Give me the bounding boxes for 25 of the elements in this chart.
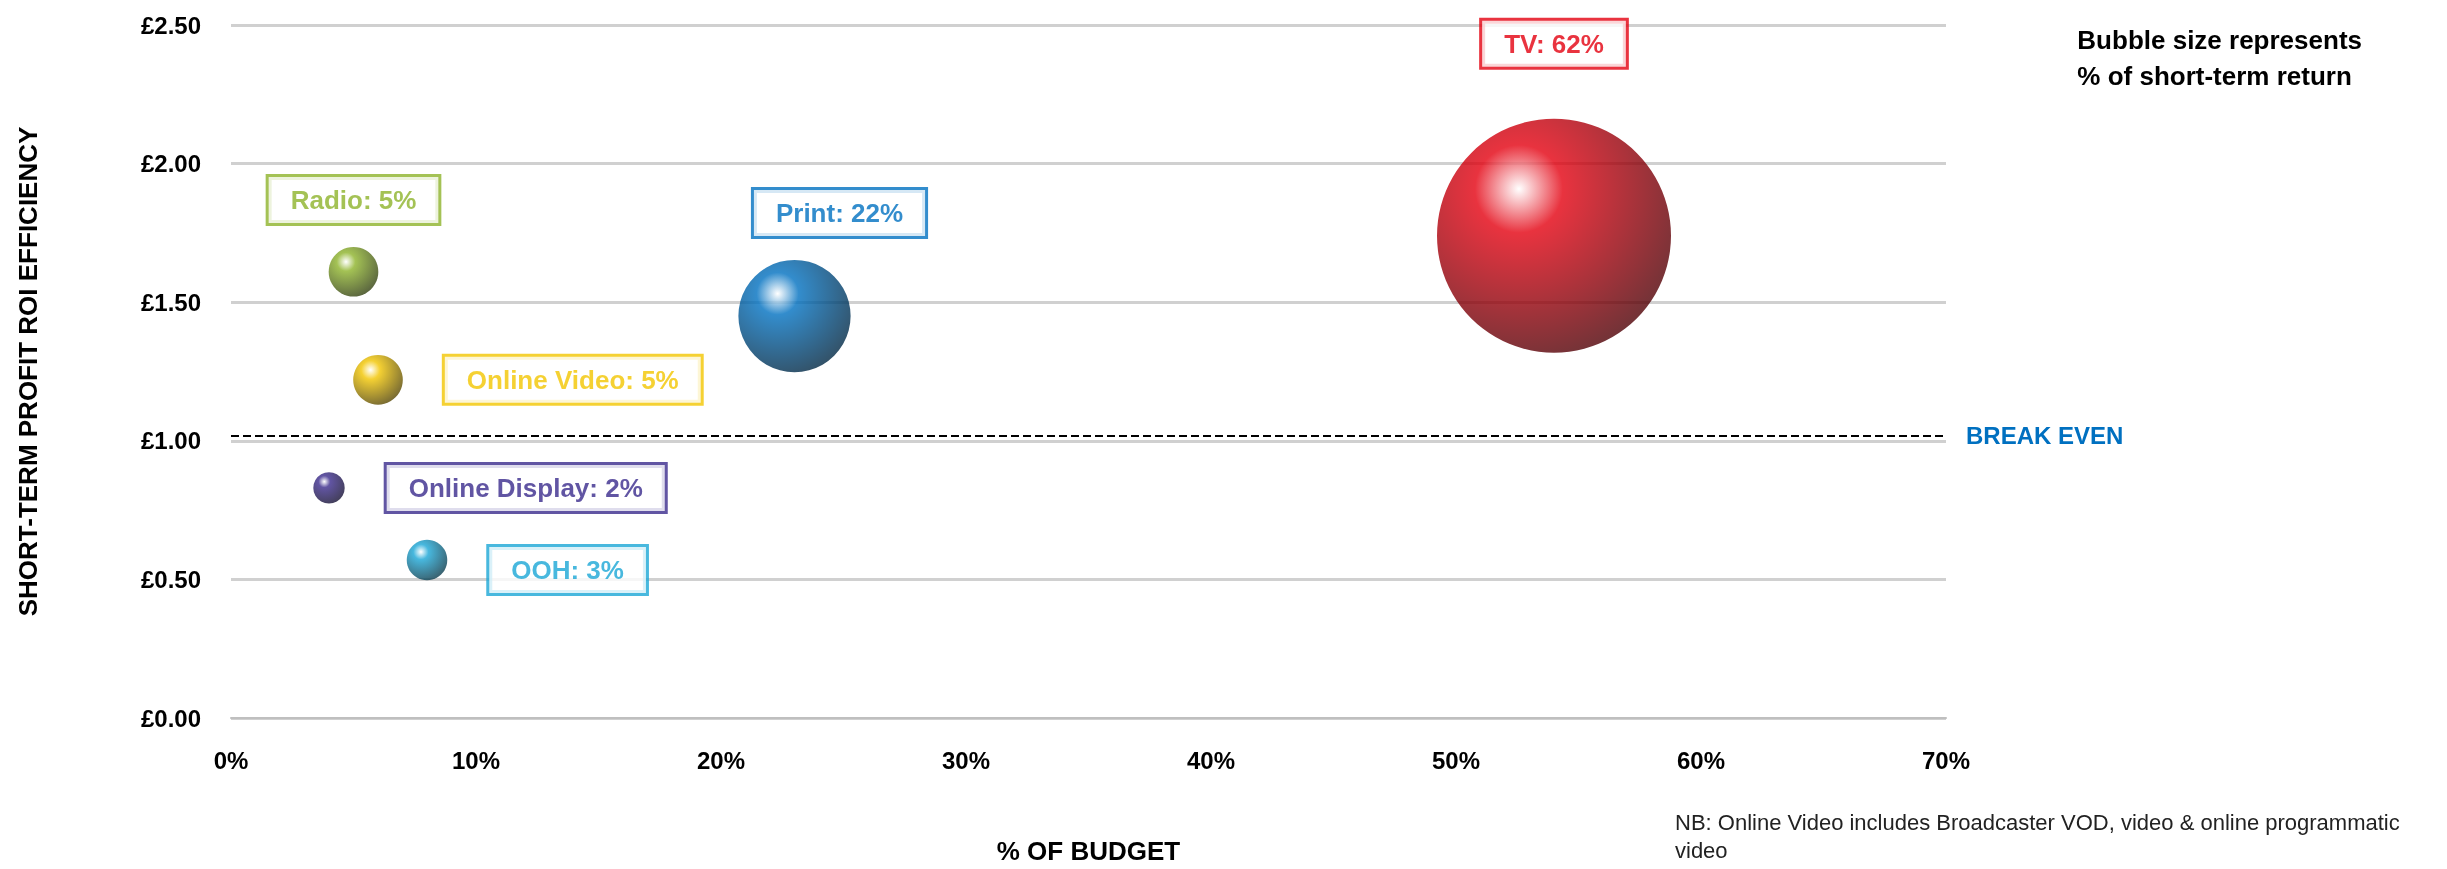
x-tick-label: 40% [1186, 746, 1236, 774]
text: Online Video: 5% [466, 364, 679, 395]
ref-line-label: BREAK EVEN [1966, 421, 2124, 449]
y-tick-label: £2.00 [140, 150, 201, 178]
y-tick-label: £1.50 [140, 288, 201, 316]
text: Bubble size represents % of short-term return [2077, 25, 2362, 91]
x-tick-label: 60% [1676, 746, 1726, 774]
y-tick-label: £1.00 [140, 427, 201, 455]
text: Online Display: 2% [408, 472, 643, 503]
x-tick-label: 50% [1431, 746, 1481, 774]
y-tick-label: £0.00 [140, 704, 201, 732]
text: TV: 62% [1504, 28, 1604, 59]
x-tick-label: 30% [941, 746, 991, 774]
series-label: Radio: 5% [290, 184, 417, 215]
x-tick-label: 10% [451, 746, 501, 774]
x-tick-label: 20% [696, 746, 746, 774]
y-axis-title: SHORT-TERM PROFIT ROI EFFICIENCY [13, 126, 43, 617]
x-tick-label: 0% [213, 746, 249, 774]
text: OOH: 3% [511, 555, 624, 585]
x-axis-title: % OF BUDGET [996, 836, 1181, 866]
x-tick-label: 70% [1921, 746, 1971, 774]
text: NB: Online Video includes Broadcaster VOD, video & online programmatic video [1675, 809, 2406, 863]
y-tick-label: £2.50 [140, 11, 201, 39]
series-label: Print: 22% [775, 197, 904, 228]
y-tick-label: £0.50 [140, 565, 201, 593]
